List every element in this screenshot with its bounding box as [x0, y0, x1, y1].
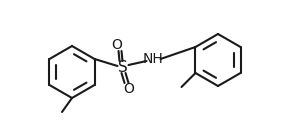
Text: O: O	[111, 38, 122, 52]
Text: O: O	[123, 82, 134, 96]
Text: S: S	[118, 60, 128, 74]
Text: NH: NH	[142, 52, 163, 66]
